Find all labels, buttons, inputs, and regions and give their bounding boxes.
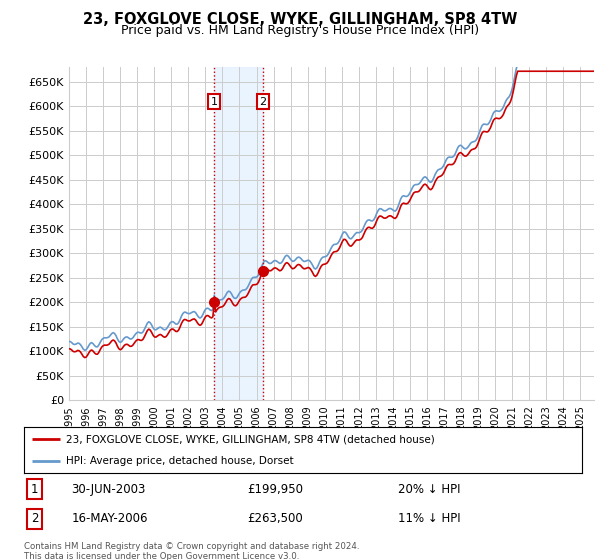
Text: HPI: Average price, detached house, Dorset: HPI: Average price, detached house, Dors… [66, 456, 293, 466]
Text: 16-MAY-2006: 16-MAY-2006 [71, 512, 148, 525]
Text: £199,950: £199,950 [247, 483, 303, 496]
Text: 11% ↓ HPI: 11% ↓ HPI [398, 512, 460, 525]
Text: Contains HM Land Registry data © Crown copyright and database right 2024.
This d: Contains HM Land Registry data © Crown c… [24, 542, 359, 560]
Text: £263,500: £263,500 [247, 512, 303, 525]
Bar [214, 67, 263, 400]
Text: Price paid vs. HM Land Registry's House Price Index (HPI): Price paid vs. HM Land Registry's House … [121, 24, 479, 37]
Text: 2: 2 [259, 96, 266, 106]
Text: 1: 1 [211, 96, 217, 106]
Text: 23, FOXGLOVE CLOSE, WYKE, GILLINGHAM, SP8 4TW: 23, FOXGLOVE CLOSE, WYKE, GILLINGHAM, SP… [83, 12, 517, 27]
Text: 20% ↓ HPI: 20% ↓ HPI [398, 483, 460, 496]
Text: 23, FOXGLOVE CLOSE, WYKE, GILLINGHAM, SP8 4TW (detached house): 23, FOXGLOVE CLOSE, WYKE, GILLINGHAM, SP… [66, 434, 434, 444]
Text: 2: 2 [31, 512, 38, 525]
Text: 30-JUN-2003: 30-JUN-2003 [71, 483, 146, 496]
Text: 1: 1 [31, 483, 38, 496]
